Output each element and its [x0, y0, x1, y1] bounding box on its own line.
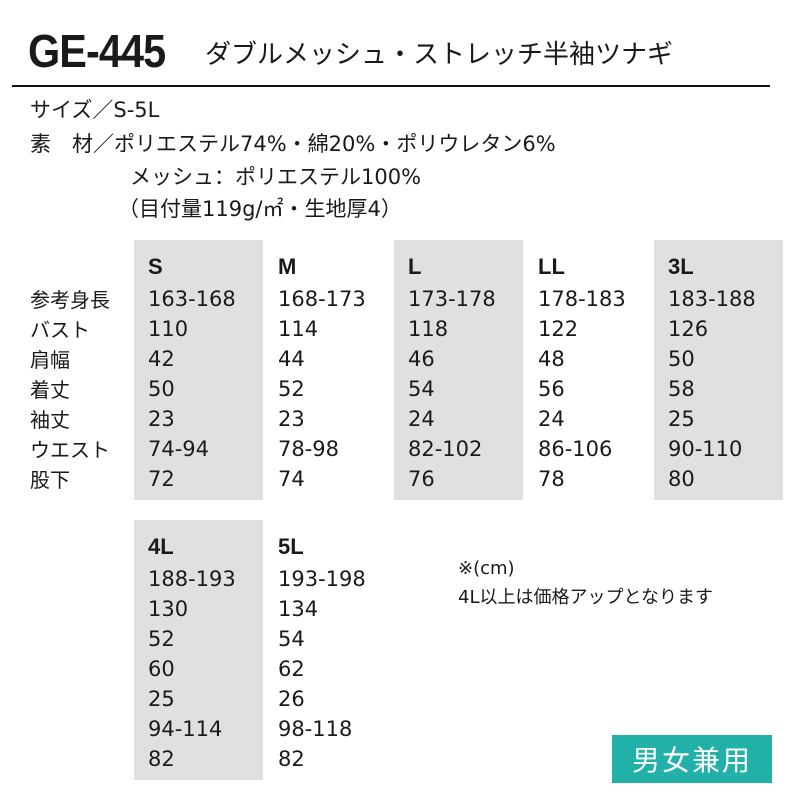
size-value: 114: [278, 317, 319, 341]
size-value: 24: [538, 407, 565, 431]
size-value: 48: [538, 347, 565, 371]
size-header: L: [408, 254, 422, 279]
size-value: 23: [278, 407, 305, 431]
size-value: 126: [668, 317, 709, 341]
size-value: 188-193: [148, 567, 236, 591]
size-value: 168-173: [278, 287, 366, 311]
size-value: 90-110: [668, 437, 743, 461]
size-value: 82: [278, 747, 305, 771]
size-value: 94-114: [148, 717, 223, 741]
size-value: 78-98: [278, 437, 340, 461]
size-value: 50: [668, 347, 695, 371]
size-header: 5L: [278, 534, 304, 559]
size-value: 193-198: [278, 567, 366, 591]
size-value: 80: [668, 467, 695, 491]
size-value: 52: [278, 377, 305, 401]
size-value: 72: [148, 467, 175, 491]
product-code: GE-445: [28, 25, 166, 77]
price-note: 4L以上は価格アップとなります: [458, 587, 713, 608]
material: 素 材／ポリエステル74%・綿20%・ポリウレタン6%: [30, 132, 556, 156]
size-value: 54: [408, 377, 435, 401]
size-value: 44: [278, 347, 305, 371]
row-label: 着丈: [30, 378, 70, 402]
row-label: 袖丈: [30, 408, 70, 432]
size-value: 122: [538, 317, 579, 341]
product-name: ダブルメッシュ・ストレッチ半袖ツナギ: [205, 40, 674, 70]
size-value: 62: [278, 657, 305, 681]
column-shading: [134, 520, 263, 780]
size-value: 74-94: [148, 437, 210, 461]
column-shading: [394, 240, 523, 500]
size-value: 82-102: [408, 437, 483, 461]
size-value: 26: [278, 687, 305, 711]
size-value: 82: [148, 747, 175, 771]
size-value: 23: [148, 407, 175, 431]
size-value: 54: [278, 627, 305, 651]
size-header: 3L: [668, 254, 694, 279]
size-value: 130: [148, 597, 189, 621]
size-range: サイズ／S-5L: [30, 98, 160, 122]
size-value: 76: [408, 467, 435, 491]
row-label: 参考身長: [30, 288, 110, 312]
row-label: ウエスト: [30, 438, 110, 462]
size-header: S: [148, 254, 163, 279]
size-value: 42: [148, 347, 175, 371]
size-value: 118: [408, 317, 449, 341]
divider: [12, 85, 770, 87]
size-value: 163-168: [148, 287, 236, 311]
size-header: LL: [538, 254, 565, 279]
size-value: 173-178: [408, 287, 496, 311]
unisex-badge: 男女兼用: [612, 735, 772, 783]
size-value: 183-188: [668, 287, 756, 311]
size-value: 74: [278, 467, 305, 491]
size-value: 178-183: [538, 287, 626, 311]
size-value: 60: [148, 657, 175, 681]
size-value: 24: [408, 407, 435, 431]
size-value: 134: [278, 597, 319, 621]
size-value: 56: [538, 377, 565, 401]
size-value: 25: [668, 407, 695, 431]
size-header: M: [278, 254, 297, 279]
size-value: 110: [148, 317, 189, 341]
size-value: 78: [538, 467, 565, 491]
size-value: 86-106: [538, 437, 613, 461]
row-label: 股下: [30, 468, 70, 492]
row-label: バスト: [30, 318, 90, 342]
size-value: 46: [408, 347, 435, 371]
column-shading: [134, 240, 263, 500]
mesh-material: メッシュ：ポリエステル100%: [130, 165, 422, 189]
row-label: 肩幅: [30, 348, 70, 372]
fabric-weight: （目付量119g/㎡・生地厚4）: [118, 197, 402, 221]
size-value: 52: [148, 627, 175, 651]
column-shading: [654, 240, 783, 500]
size-value: 98-118: [278, 717, 353, 741]
size-value: 25: [148, 687, 175, 711]
unit-note: ※(cm): [458, 558, 515, 579]
size-value: 50: [148, 377, 175, 401]
size-header: 4L: [148, 534, 174, 559]
size-value: 58: [668, 377, 695, 401]
